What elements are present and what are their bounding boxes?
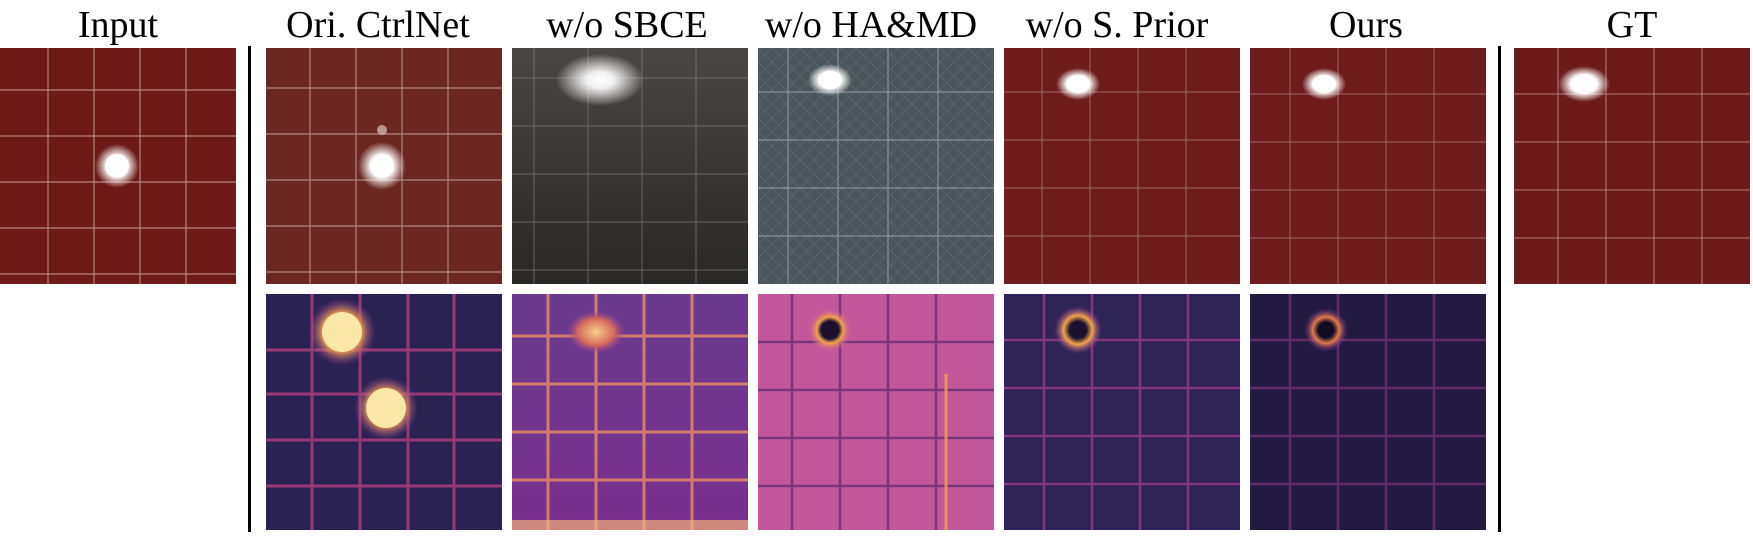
column-label-ours: Ours [1329,4,1403,46]
ctrlnet-image [266,48,502,284]
column-label-input: Input [77,4,159,46]
separator-right [1498,46,1501,532]
column-label-hamd: w/o HA&MD [764,4,978,46]
column-label-gt: GT [1606,4,1658,46]
sprior-image [1004,48,1240,284]
sbce-error-map [512,294,748,530]
separator-left [248,46,251,532]
sprior-error-map [1004,294,1240,530]
column-label-sprior: w/o S. Prior [1025,4,1209,46]
input-image [0,48,236,284]
hamd-error-map [758,294,994,530]
sbce-image [512,48,748,284]
hamd-image [758,48,994,284]
column-label-ctrlnet: Ori. CtrlNet [286,4,470,46]
column-label-sbce: w/o SBCE [546,4,708,46]
gt-image [1514,48,1750,284]
ctrlnet-error-map [266,294,502,530]
ours-error-map [1250,294,1486,530]
ours-image [1250,48,1486,284]
